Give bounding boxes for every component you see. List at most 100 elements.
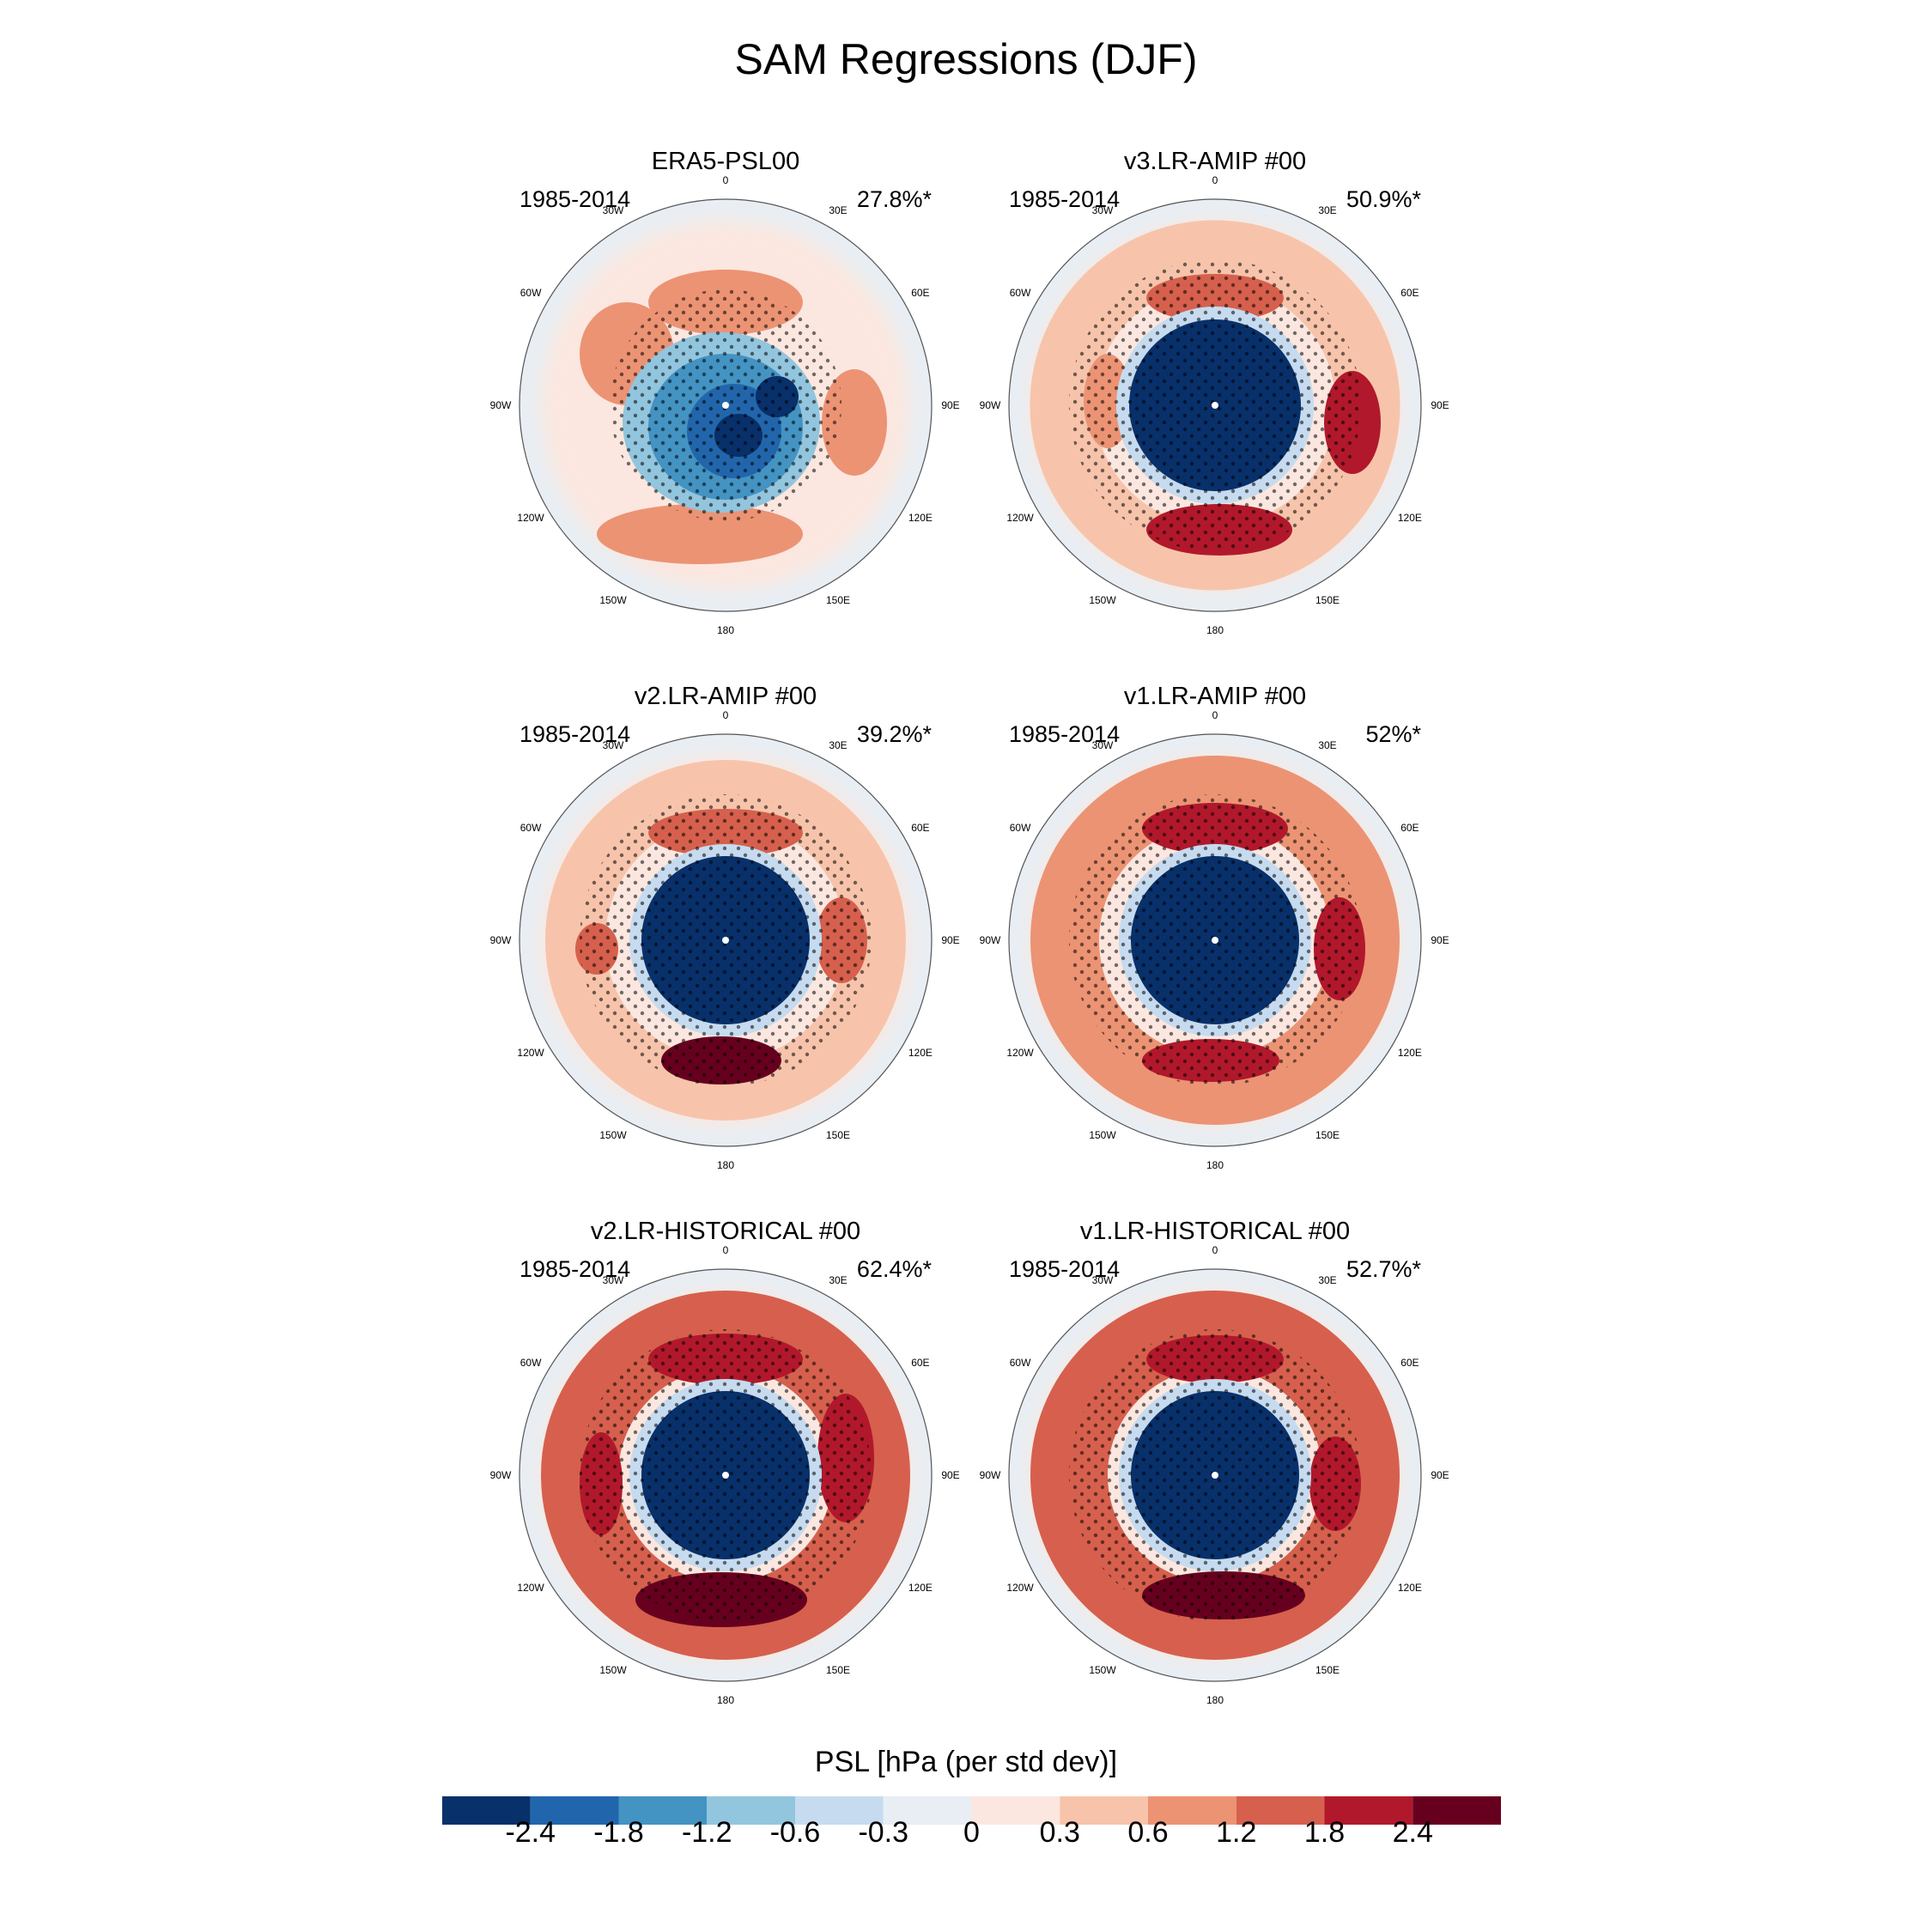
map-panel	[519, 1268, 933, 1682]
longitude-label: 150W	[599, 593, 627, 606]
longitude-label: 150E	[1315, 1128, 1340, 1141]
map-boundary	[1008, 198, 1422, 612]
map-boundary	[519, 198, 933, 612]
longitude-label: 120E	[1397, 1582, 1422, 1594]
south-pole-marker	[1212, 402, 1218, 409]
longitude-label: 150W	[1089, 1128, 1116, 1141]
longitude-label: 90W	[979, 1469, 1001, 1481]
longitude-label: 150W	[599, 1663, 627, 1676]
longitude-label: 120W	[517, 512, 544, 524]
colorbar-swatch	[1413, 1796, 1501, 1825]
panel-period: 1985-2014	[519, 721, 631, 747]
longitude-label: 180	[1206, 624, 1224, 636]
longitude-label: 90E	[1431, 934, 1449, 946]
colorbar-tick-label: -1.8	[593, 1816, 644, 1849]
map-panel	[519, 733, 933, 1147]
longitude-label: 120E	[1397, 512, 1422, 524]
longitude-label: 60W	[1009, 287, 1031, 299]
colorbar-tick-label: -0.6	[769, 1816, 821, 1849]
longitude-label: 60E	[1400, 1357, 1419, 1369]
colorbar	[442, 1796, 1501, 1825]
longitude-label: 90E	[1431, 399, 1449, 411]
colorbar-tick-label: -1.2	[681, 1816, 732, 1849]
colorbar-swatch	[1236, 1796, 1325, 1825]
panel-title: v1.LR-AMIP #00	[1123, 683, 1307, 710]
longitude-label: 120W	[1006, 1047, 1034, 1059]
panel-period: 1985-2014	[519, 1256, 631, 1282]
panel-title: v1.LR-HISTORICAL #00	[1079, 1218, 1351, 1245]
longitude-label: 60W	[519, 1357, 542, 1369]
panel-period: 1985-2014	[1009, 721, 1121, 747]
colorbar-tick-label: 2.4	[1392, 1816, 1433, 1849]
map-panel	[519, 198, 933, 612]
panel-variance-explained: 50.9%*	[1346, 186, 1421, 212]
longitude-label: 90W	[489, 934, 512, 946]
south-pole-marker	[1212, 937, 1218, 944]
longitude-label: 30W	[602, 739, 624, 752]
south-pole-marker	[722, 937, 729, 944]
longitude-label: 90E	[941, 934, 960, 946]
colorbar-swatch	[442, 1796, 531, 1825]
longitude-label: 150E	[1315, 1663, 1340, 1676]
longitude-label: 30W	[602, 1274, 624, 1287]
figure-title: SAM Regressions (DJF)	[734, 35, 1198, 83]
colorbar-tick-label: 0.6	[1127, 1816, 1169, 1849]
longitude-label: 60E	[911, 1357, 930, 1369]
longitude-label: 90W	[979, 399, 1001, 411]
south-pole-marker	[1212, 1472, 1218, 1479]
panel-period: 1985-2014	[1009, 186, 1121, 212]
map-field	[519, 199, 932, 611]
colorbar-tick-label: -0.3	[858, 1816, 909, 1849]
colorbar-tick-label: 0.3	[1039, 1816, 1080, 1849]
map-panel	[1008, 733, 1422, 1147]
longitude-label: 120W	[1006, 512, 1034, 524]
longitude-label: 150E	[825, 1128, 851, 1141]
map-panel	[1008, 198, 1422, 612]
colorbar-tick-label: 1.2	[1216, 1816, 1257, 1849]
colorbar-tick-label: 1.8	[1303, 1816, 1346, 1849]
longitude-label: 120E	[1397, 1047, 1422, 1059]
panel-variance-explained: 39.2%*	[856, 721, 932, 747]
colorbar-swatch	[618, 1796, 708, 1825]
longitude-label: 90W	[979, 934, 1001, 946]
colorbar-swatch	[971, 1796, 1060, 1825]
longitude-label: 0	[722, 709, 729, 721]
longitude-label: 90W	[489, 399, 512, 411]
south-pole-marker	[722, 402, 729, 409]
longitude-label: 60W	[519, 822, 542, 834]
longitude-label: 60E	[911, 287, 930, 299]
longitude-label: 180	[1206, 1694, 1224, 1706]
panel-title: v3.LR-AMIP #00	[1123, 148, 1307, 175]
colorbar-tick-label: -2.4	[505, 1816, 556, 1849]
longitude-label: 30W	[602, 204, 624, 217]
longitude-label: 0	[1212, 709, 1218, 721]
longitude-label: 30E	[1318, 204, 1337, 217]
map-boundary	[1008, 1268, 1422, 1682]
longitude-label: 180	[1206, 1159, 1224, 1171]
longitude-label: 60W	[1009, 1357, 1031, 1369]
map-boundary	[519, 733, 933, 1147]
longitude-label: 150W	[599, 1128, 627, 1141]
colorbar-swatch	[1324, 1796, 1413, 1825]
panel-title: ERA5-PSL00	[651, 148, 800, 175]
colorbar-swatch	[795, 1796, 884, 1825]
map-boundary	[519, 1268, 933, 1682]
colorbar-tick-label: 0	[963, 1816, 980, 1849]
colorbar-swatch	[883, 1796, 972, 1825]
map-field	[1009, 734, 1421, 1146]
map-panel	[1008, 1268, 1422, 1682]
longitude-label: 120W	[517, 1582, 544, 1594]
longitude-label: 120E	[908, 512, 933, 524]
longitude-label: 0	[1212, 174, 1218, 186]
longitude-label: 120E	[908, 1047, 933, 1059]
longitude-label: 60E	[911, 822, 930, 834]
longitude-label: 150E	[1315, 593, 1340, 606]
longitude-label: 60E	[1400, 287, 1419, 299]
longitude-label: 90E	[1431, 1469, 1449, 1481]
anomaly-ring	[545, 760, 906, 1121]
map-field	[1009, 199, 1421, 611]
longitude-label: 60W	[519, 287, 542, 299]
colorbar-swatch	[1148, 1796, 1236, 1825]
longitude-label: 0	[722, 1244, 729, 1256]
